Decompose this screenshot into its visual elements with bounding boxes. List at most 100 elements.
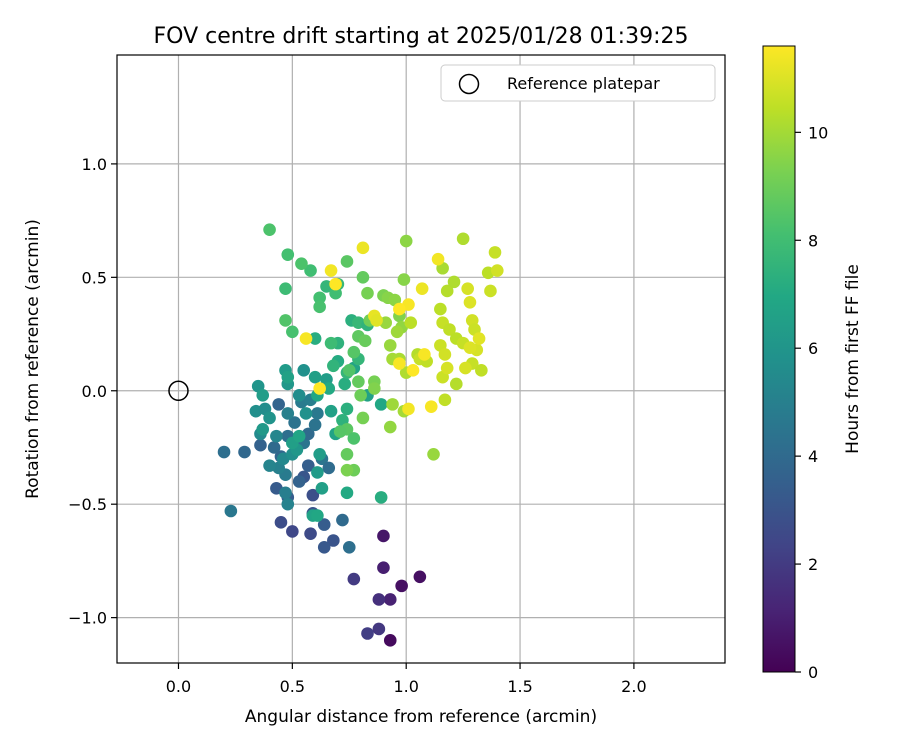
data-point xyxy=(301,459,315,472)
data-point xyxy=(308,370,322,384)
data-point xyxy=(427,447,440,461)
data-point xyxy=(286,525,299,538)
data-point xyxy=(395,579,408,593)
chart-title: FOV centre drift starting at 2025/01/28 … xyxy=(154,24,689,49)
data-point xyxy=(313,447,326,461)
data-point xyxy=(270,429,283,443)
y-tick-label: 0.5 xyxy=(82,268,107,287)
colorbar-ticks: 0 2 4 6 8 10 xyxy=(795,123,828,682)
data-point xyxy=(361,627,374,640)
colorbar-tick-label: 8 xyxy=(808,231,818,250)
data-point xyxy=(370,314,383,327)
data-point xyxy=(254,438,267,452)
x-axis-label: Angular distance from reference (arcmin) xyxy=(245,707,597,727)
data-point xyxy=(336,513,349,527)
data-point xyxy=(315,482,329,495)
data-point xyxy=(372,622,386,636)
data-point xyxy=(347,572,361,586)
data-point xyxy=(418,348,431,361)
data-point xyxy=(281,407,295,420)
legend-box xyxy=(440,64,716,102)
data-point xyxy=(299,332,313,345)
data-point xyxy=(377,529,390,543)
data-point xyxy=(438,348,452,361)
data-point xyxy=(431,252,445,266)
data-point xyxy=(327,359,340,373)
data-point xyxy=(313,291,326,305)
colorbar-gradient xyxy=(763,46,795,672)
data-point xyxy=(393,357,406,370)
data-point xyxy=(386,398,399,411)
data-point xyxy=(313,382,326,395)
data-point xyxy=(374,491,388,504)
data-point xyxy=(463,295,477,309)
data-point xyxy=(324,264,338,277)
data-point xyxy=(347,345,361,359)
data-point xyxy=(340,255,354,268)
data-point xyxy=(472,332,486,345)
y-tick-label: 0.0 xyxy=(82,382,107,401)
data-point xyxy=(317,518,331,531)
reference-marker xyxy=(168,380,189,402)
data-point xyxy=(288,416,301,429)
data-point xyxy=(267,441,281,454)
data-point xyxy=(340,402,354,416)
x-tick-label: 0.0 xyxy=(166,677,191,696)
data-point xyxy=(404,316,418,330)
data-point xyxy=(329,277,342,291)
data-point xyxy=(263,223,276,236)
data-point xyxy=(456,232,470,246)
data-point xyxy=(338,377,352,391)
data-point xyxy=(463,341,477,354)
data-point xyxy=(347,432,361,445)
data-point xyxy=(238,445,251,459)
data-point xyxy=(263,459,276,472)
data-point xyxy=(313,300,326,314)
x-tick-label: 1.5 xyxy=(507,677,532,696)
data-point xyxy=(279,486,292,500)
data-point xyxy=(461,282,474,295)
data-point xyxy=(329,286,342,300)
data-point xyxy=(415,282,429,295)
data-point xyxy=(340,447,354,461)
data-point xyxy=(286,325,299,339)
data-point xyxy=(406,364,420,377)
data-point xyxy=(377,561,390,575)
data-point xyxy=(413,570,427,584)
data-point xyxy=(361,286,374,300)
y-tick-label: 1.0 xyxy=(82,155,107,174)
data-point xyxy=(358,334,372,348)
data-point xyxy=(304,264,317,277)
data-point xyxy=(299,407,313,420)
data-point xyxy=(443,323,456,336)
data-point xyxy=(281,497,295,511)
data-point xyxy=(356,271,370,284)
y-tick-label: −1.0 xyxy=(68,609,107,628)
data-point xyxy=(311,407,324,420)
data-point xyxy=(372,593,386,606)
data-point xyxy=(272,398,285,411)
data-point xyxy=(402,402,415,416)
data-point xyxy=(459,361,472,375)
data-point xyxy=(292,475,306,488)
colorbar-tick-label: 10 xyxy=(808,123,828,142)
colorbar: 0 2 4 6 8 10 Hours from first FF file xyxy=(762,45,863,682)
data-point xyxy=(447,275,461,289)
data-point xyxy=(333,425,347,438)
data-point xyxy=(308,332,322,345)
x-tick-label: 0.5 xyxy=(280,677,305,696)
data-point xyxy=(440,284,454,298)
data-point xyxy=(488,246,502,259)
data-point xyxy=(279,314,292,327)
legend-marker-reference xyxy=(458,73,480,95)
axes-frame xyxy=(116,54,726,664)
data-point xyxy=(368,382,381,395)
data-point xyxy=(224,504,238,518)
colorbar-tick-label: 4 xyxy=(808,447,818,466)
data-point xyxy=(306,488,320,502)
data-point xyxy=(397,273,411,286)
data-point xyxy=(475,364,488,377)
colorbar-label: Hours from first FF file xyxy=(843,264,863,454)
data-point xyxy=(434,302,447,316)
data-point xyxy=(322,461,336,475)
